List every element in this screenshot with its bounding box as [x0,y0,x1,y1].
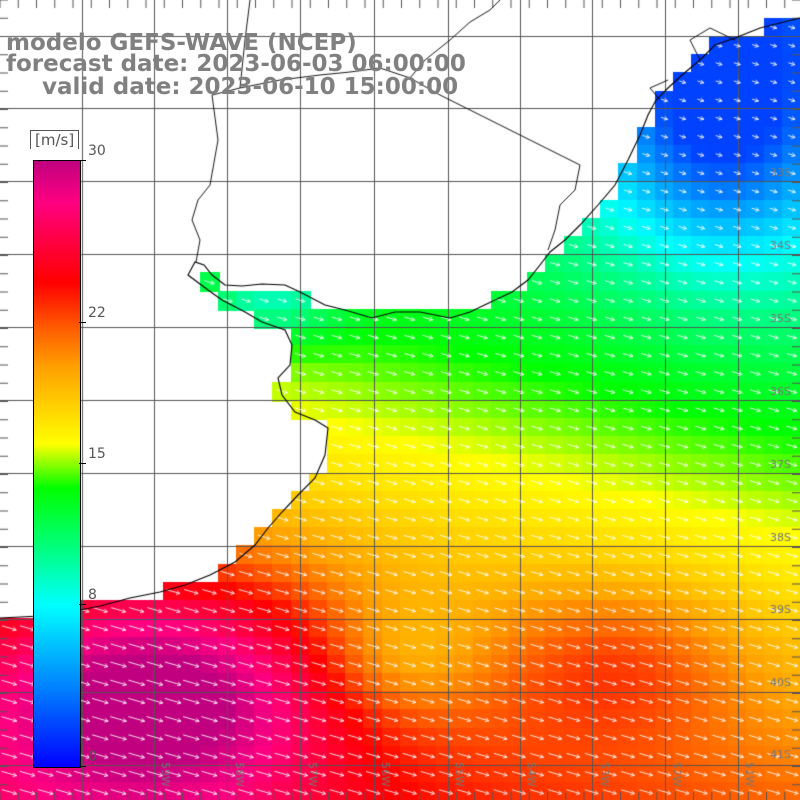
colorbar-tick-label: 30 [88,143,106,159]
forecast-date: forecast date: 2023-06-03 06:00:00 [6,51,466,77]
colorbar-tick [79,463,86,464]
colorbar-tick [79,604,86,606]
colorbar-tick [79,321,86,323]
colorbar-tick-label: 8 [88,587,97,604]
colorbar-gradient [33,160,81,768]
colorbar-tick-label: 15 [88,446,106,462]
colorbar-unit-label: [m/s] [30,130,80,149]
model-title: modelo GEFS-WAVE (NCEP) [6,30,357,56]
colorbar-tick-label: 22 [88,304,106,321]
colorbar-tick [79,766,86,767]
colorbar-tick [79,160,86,161]
valid-date: valid date: 2023-06-10 15:00:00 [42,74,459,100]
colorbar: [m/s] 30 22 15 8 0 [0,0,110,800]
colorbar-tick-label: 0 [88,749,97,765]
